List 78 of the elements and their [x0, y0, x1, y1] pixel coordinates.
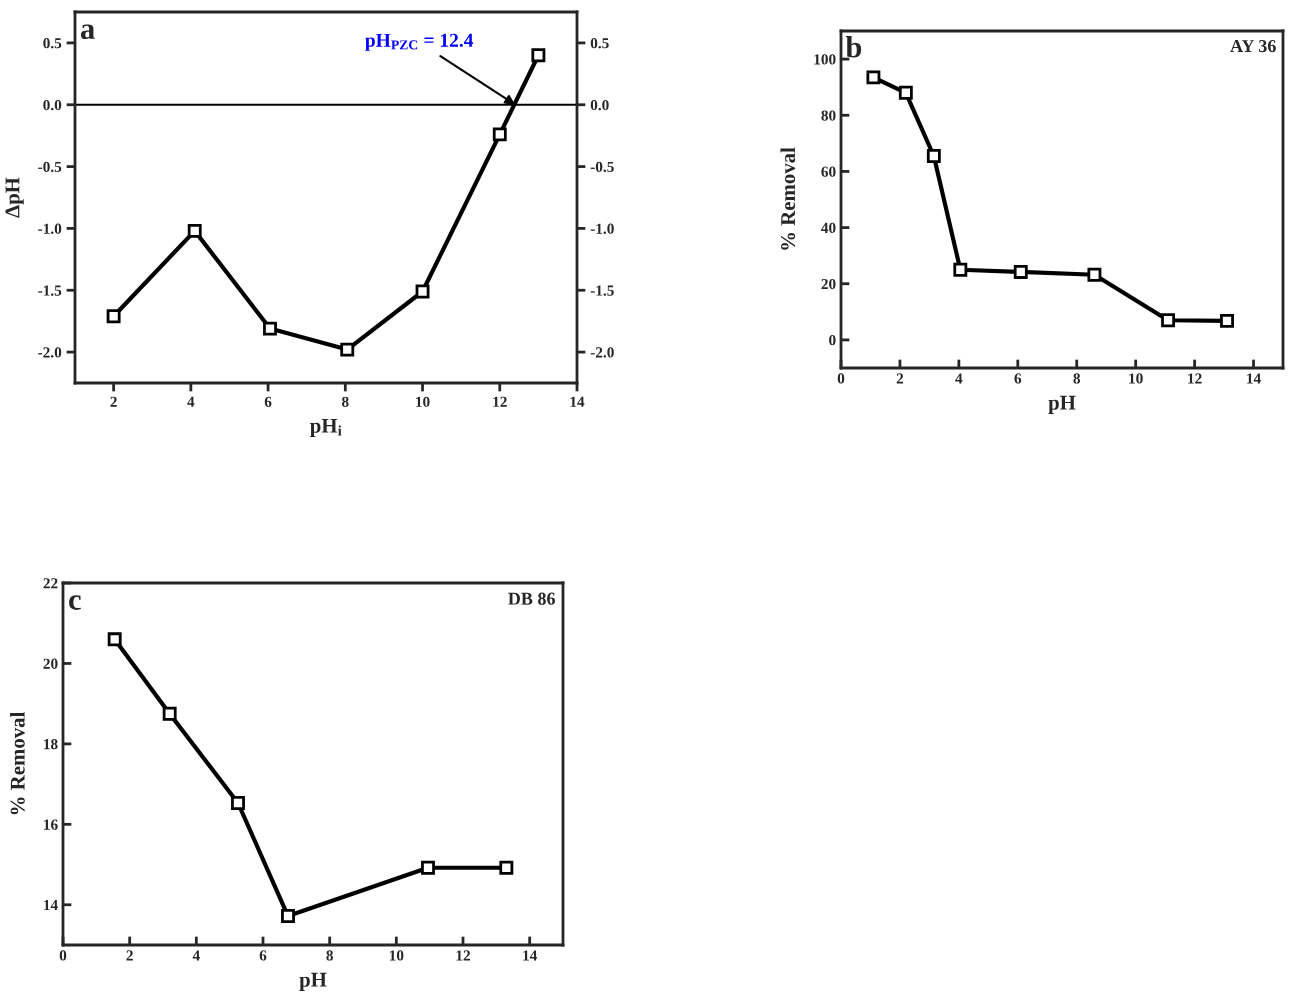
y2-tick-label: -1.0 — [590, 223, 614, 234]
y-tick-label: 0.0 — [43, 99, 62, 111]
x-tick-label: 6 — [259, 950, 267, 961]
x-tick-label: 10 — [389, 950, 404, 961]
point — [926, 149, 941, 163]
x-tick-label: 10 — [1129, 373, 1143, 384]
y-tick-label: 14 — [44, 899, 58, 911]
y-tick-label: 22 — [43, 578, 58, 589]
y2-tick-label: -1.5 — [590, 285, 614, 296]
x-tick-label: 14 — [1247, 373, 1261, 384]
annotation: pH$_{PZC}$ = 12.4 — [365, 33, 474, 51]
point — [1087, 267, 1102, 282]
y-tick-label: 40 — [821, 222, 836, 234]
y-axis-title: ΔpH — [5, 177, 24, 218]
x-tick-label: 6 — [264, 396, 272, 407]
point — [531, 48, 546, 63]
y2-tick-label: 0.5 — [590, 38, 609, 49]
annotation: c — [69, 595, 81, 610]
point — [107, 632, 122, 647]
y-tick-label: -2.0 — [38, 347, 62, 358]
point — [866, 70, 881, 85]
annotation: DB 86 — [508, 592, 555, 605]
x-tick-label: 6 — [1014, 373, 1022, 384]
y2-tick-label: -0.5 — [590, 161, 614, 173]
point — [499, 860, 514, 875]
y2-tick-label: 0.0 — [590, 99, 609, 111]
y-axis-title: % Removal — [780, 147, 796, 250]
point — [415, 284, 430, 299]
annotation: AY 36 — [1230, 40, 1276, 53]
y-tick-label: 20 — [821, 278, 836, 290]
x-tick-label: 14 — [523, 950, 538, 961]
point — [187, 223, 202, 238]
y-tick-label: 100 — [814, 54, 836, 65]
x-tick-label: 4 — [955, 373, 963, 384]
point — [953, 262, 968, 277]
annotation: b — [845, 36, 862, 58]
y-tick-label: -1.0 — [38, 223, 62, 234]
y-tick-label: 20 — [43, 658, 58, 669]
y-tick-label: 80 — [821, 110, 836, 121]
x-tick-label: 10 — [416, 396, 430, 407]
point — [1013, 265, 1028, 279]
point — [1220, 313, 1234, 328]
annotation: a — [81, 24, 95, 40]
y-axis-title: % Removal — [10, 711, 25, 815]
x-tick-label: 8 — [326, 950, 333, 961]
y2-tick-label: -2.0 — [590, 347, 614, 358]
x-tick-label: 4 — [192, 950, 200, 961]
x-tick-label: 0 — [837, 373, 845, 384]
point — [162, 706, 177, 721]
x-tick-label: 8 — [342, 396, 349, 407]
y-tick-label: 16 — [44, 819, 58, 830]
x-axis-title: pH — [1048, 395, 1076, 414]
x-tick-label: 4 — [187, 396, 195, 407]
y-tick-label: -1.5 — [38, 285, 62, 296]
point — [231, 796, 245, 810]
y-tick-label: -0.5 — [38, 161, 62, 173]
x-tick-label: 12 — [1188, 373, 1202, 384]
x-axis-title: pH$_{i}$ — [310, 418, 342, 438]
point — [492, 127, 507, 142]
point — [281, 909, 295, 923]
x-tick-label: 14 — [570, 396, 585, 407]
y-tick-label: 60 — [821, 166, 836, 177]
point — [898, 85, 913, 100]
x-tick-label: 2 — [126, 950, 133, 961]
y-tick-label: 0 — [829, 335, 836, 346]
x-tick-label: 12 — [456, 950, 470, 961]
point — [106, 309, 121, 324]
point — [1161, 313, 1176, 328]
point — [263, 321, 277, 336]
point — [340, 342, 355, 357]
y-tick-label: 0.5 — [43, 38, 62, 49]
x-tick-label: 12 — [493, 396, 507, 407]
x-tick-label: 8 — [1073, 373, 1081, 384]
x-tick-label: 2 — [110, 396, 117, 407]
y-tick-label: 18 — [44, 739, 58, 750]
point — [421, 860, 435, 875]
x-tick-label: 2 — [896, 373, 904, 384]
x-axis-title: pH — [299, 972, 327, 991]
